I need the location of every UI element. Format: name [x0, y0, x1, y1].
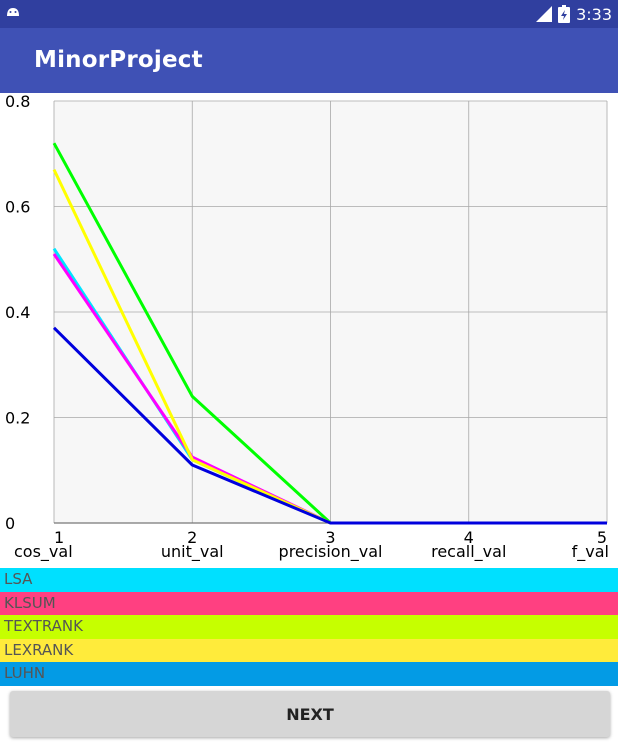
x-tick-number: 4 [464, 528, 474, 547]
x-tick-label: precision_val [279, 542, 383, 562]
x-tick-label: cos_val [14, 542, 73, 562]
y-tick-label: 0.6 [5, 198, 30, 217]
status-time: 3:33 [576, 4, 612, 24]
android-icon [7, 8, 19, 16]
legend-item-klsum: KLSUM [0, 591, 618, 615]
x-tick-label: unit_val [161, 542, 224, 562]
y-tick-label: 0.8 [5, 93, 30, 111]
x-tick-label: f_val [572, 542, 609, 562]
x-tick-number: 2 [187, 528, 197, 547]
x-tick-number: 3 [325, 528, 335, 547]
app-bar: MinorProject [0, 28, 618, 93]
y-tick-label: 0.2 [5, 409, 30, 428]
legend-item-textrank: TEXTRANK [0, 615, 618, 639]
x-tick-number: 1 [54, 528, 64, 547]
legend-item-lexrank: LEXRANK [0, 638, 618, 662]
legend-item-lsa: LSA [0, 568, 618, 592]
status-right: 3:33 [536, 0, 612, 28]
signal-icon [536, 6, 553, 22]
y-tick-label: 0.4 [5, 303, 30, 322]
legend-item-luhn: LUHN [0, 662, 618, 686]
y-tick-label: 0 [5, 514, 15, 533]
legend: LSA KLSUM TEXTRANK LEXRANK LUHN [0, 568, 618, 686]
series-line-luhn [52, 326, 607, 525]
x-tick-label: recall_val [431, 542, 506, 562]
app-title: MinorProject [34, 47, 203, 73]
x-tick-number: 5 [597, 528, 607, 547]
next-button[interactable]: NEXT [10, 691, 610, 737]
battery-icon [558, 5, 571, 23]
status-bar: 3:33 [0, 0, 618, 28]
